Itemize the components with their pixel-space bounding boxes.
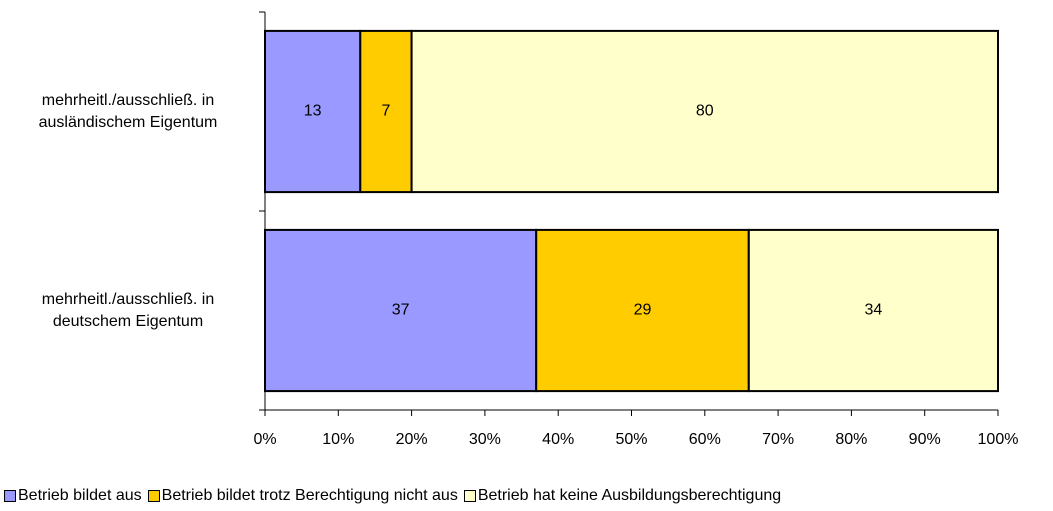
bar-segment [410,29,1000,194]
bar-segment [359,29,413,194]
legend-swatch [147,490,160,502]
legend-swatch [4,490,16,502]
legend-label: Betrieb bildet aus [18,487,142,504]
legend-item: Betrieb bildet aus [4,487,142,505]
x-tick-label: 0% [253,431,276,448]
bar-segment [747,228,1000,393]
x-tick-label: 70% [762,431,794,448]
bar-segment [535,228,750,393]
data-label: 80 [696,103,714,120]
data-label: 34 [864,302,882,319]
plot: 0% 10% 20% 30% 40% 50% 60% 70% 80% 90% 100% 13 7 80 37… [253,11,1019,448]
bar-segment [264,228,538,393]
legend-item: Betrieb bildet trotz Berechtigung nicht … [147,487,458,505]
data-label: 37 [392,302,410,319]
data-label: 29 [634,302,652,319]
x-tick-label: 80% [835,431,867,448]
data-label: 7 [381,103,390,120]
x-tick-label: 100% [978,431,1019,448]
x-tick-label: 10% [322,431,354,448]
x-tick-label: 20% [396,431,428,448]
legend-swatch [463,490,476,502]
y-tick-label: mehrheitl./ausschließ. in deutschem Eige… [41,290,215,330]
x-tick-label: 60% [689,431,721,448]
bar-segment [264,29,362,194]
x-tick-label: 40% [542,431,574,448]
legend-label: Betrieb bildet trotz Berechtigung nicht … [161,487,458,504]
data-label: 13 [304,103,322,120]
x-tick-label: 30% [469,431,501,448]
legend: Betrieb bildet aus Betrieb bildet trotz B… [4,487,781,505]
legend-item: Betrieb hat keine Ausbildungsberechtigun… [463,487,782,505]
legend-label: Betrieb hat keine Ausbildungsberechtigun… [477,487,782,504]
x-tick-label: 90% [909,431,941,448]
x-tick-label: 50% [615,431,647,448]
y-tick-label: mehrheitl./ausschließ. in ausländischem … [38,91,218,131]
